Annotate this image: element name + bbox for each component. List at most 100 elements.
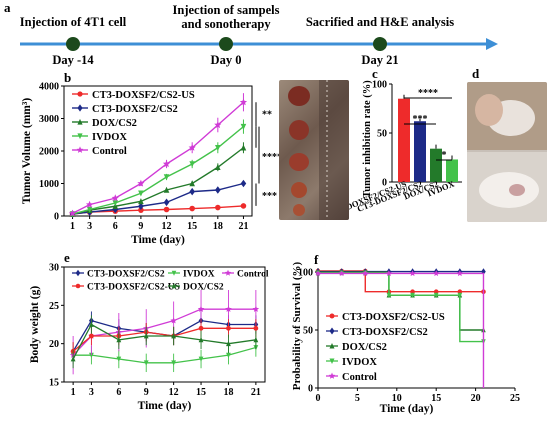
y-tick-label: 15 [49, 378, 59, 389]
data-point [89, 321, 94, 327]
x-tick-label: 6 [116, 387, 121, 398]
significance-label: **** [262, 152, 282, 163]
panel-label-a: a [4, 0, 11, 15]
panel-label-f: f [314, 252, 319, 267]
data-point [410, 289, 415, 295]
plot-frame [63, 266, 266, 383]
bar [398, 98, 410, 182]
data-point [171, 283, 177, 289]
data-point [385, 270, 393, 277]
significance-label: * [442, 150, 447, 161]
x-tick-label: 5 [355, 393, 360, 404]
x-tick-label: 1 [71, 387, 76, 398]
legend-label: CT3-DOXSF2/CS2 [92, 104, 178, 115]
data-point [162, 160, 171, 168]
data-point [338, 270, 345, 277]
series-line [314, 270, 485, 388]
x-tick-label: 10 [392, 393, 402, 404]
data-point [189, 180, 195, 187]
y-tick-label: 0 [308, 384, 313, 395]
data-point [138, 202, 144, 211]
mouse-photo [467, 82, 547, 222]
x-tick-label: 20 [471, 393, 481, 404]
chart-survival: 0 50 100 0 5 10 15 20 25 Time (day) Probability of… [291, 261, 520, 415]
data-point [75, 269, 81, 277]
panel-label-c: c [372, 66, 378, 81]
series-line [69, 203, 247, 217]
y-tick-label: 30 [49, 263, 59, 274]
data-point [197, 305, 205, 312]
data-point [329, 313, 335, 319]
legend-label: DOX/CS2 [183, 283, 224, 293]
data-point [76, 146, 84, 153]
series-path [72, 147, 244, 215]
timeline-event-label: Injection of 4T1 cell [20, 15, 127, 29]
x-tick-label: 3 [87, 221, 92, 232]
data-point [198, 336, 204, 343]
panel-label-d: d [472, 66, 480, 81]
data-point [189, 161, 195, 168]
timeline-event-label: Injection of sampels [173, 3, 280, 17]
timeline-event-label: and sonotherapy [181, 17, 271, 31]
series-line [70, 315, 259, 369]
timeline-day-label: Day -14 [52, 53, 94, 67]
data-point [433, 289, 439, 295]
x-tick-label: 9 [144, 387, 149, 398]
timeline-event-label: Sacrified and H&E analysis [306, 15, 454, 29]
data-point [252, 305, 260, 312]
data-point [138, 190, 144, 197]
bar [414, 121, 426, 182]
data-point [457, 289, 463, 295]
series-path [72, 101, 244, 215]
data-point [163, 198, 170, 207]
series-path [72, 182, 244, 215]
x-tick-label: 12 [162, 221, 172, 232]
data-point [163, 206, 170, 213]
y-tick-label: 20 [49, 339, 59, 350]
x-tick-label: 21 [251, 387, 261, 398]
y-tick-label: 25 [49, 301, 59, 312]
legend-label: CT3-DOXSF2/CS2 [87, 270, 165, 280]
data-point [225, 305, 232, 312]
legend-label: CT3-DOXSF2/CS2-US [87, 283, 180, 293]
series-line [69, 119, 247, 218]
data-point [329, 327, 335, 335]
series-line [69, 179, 247, 218]
tumor-photo [279, 80, 349, 220]
data-point [171, 270, 177, 276]
timeline-day-label: Day 21 [361, 53, 398, 67]
panel-label-b: b [64, 70, 71, 85]
y-tick-label: 1000 [39, 179, 59, 190]
data-point [457, 292, 463, 298]
y-axis-label: Probability of Survival (%) [291, 261, 303, 390]
significance-label: ** [262, 110, 272, 121]
data-point [163, 174, 170, 181]
y-tick-label: 100 [372, 80, 387, 91]
y-axis-label: Tumor Volume (mm³) [21, 98, 33, 204]
x-tick-label: 6 [113, 221, 118, 232]
data-point [362, 270, 369, 277]
significance-label: **** [418, 88, 438, 99]
y-tick-label: 0 [54, 212, 59, 223]
timeline-node [373, 37, 387, 51]
data-point [329, 343, 335, 349]
data-point [481, 268, 486, 275]
y-tick-label: 50 [377, 129, 387, 140]
data-point [163, 186, 170, 193]
x-tick-label: 21 [238, 221, 248, 232]
data-point [239, 98, 248, 106]
data-point [314, 270, 322, 277]
data-point [198, 325, 204, 331]
data-point [70, 356, 76, 362]
data-point [77, 91, 83, 97]
data-point [214, 121, 222, 129]
data-point [116, 336, 122, 343]
x-tick-label: 15 [187, 221, 197, 232]
data-point [143, 360, 149, 366]
x-tick-label: 18 [213, 221, 223, 232]
data-point [386, 292, 392, 298]
data-point [111, 194, 119, 202]
data-point [86, 206, 93, 213]
data-point [138, 207, 144, 213]
